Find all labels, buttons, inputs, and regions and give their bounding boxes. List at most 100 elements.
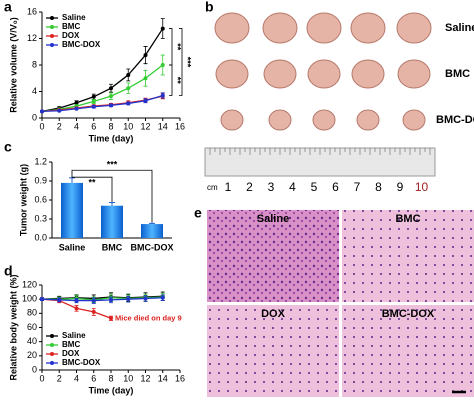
x-axis-label: Time (day): [89, 385, 134, 395]
x-tick-label: 10: [123, 373, 133, 383]
ruler-number: 2: [246, 180, 253, 194]
x-tick-label: 0: [39, 121, 44, 131]
y-axis-label: Tumor weight (g): [18, 164, 28, 236]
tumor: [350, 12, 386, 44]
y-axis-label: Relative body weight (%): [8, 274, 18, 380]
series-line: [42, 296, 163, 301]
legend-marker: [50, 25, 54, 29]
point: [91, 104, 96, 109]
point: [143, 53, 148, 58]
legend-label: BMC-DOX: [62, 358, 101, 367]
point: [160, 93, 165, 98]
x-tick-label: 8: [108, 373, 113, 383]
x-tick-label: 10: [123, 121, 133, 131]
x-tick-label: 4: [74, 121, 79, 131]
y-tick-label: 16: [27, 6, 37, 16]
x-tick-label: Saline: [59, 242, 86, 252]
point: [143, 98, 148, 103]
bar: [61, 182, 83, 238]
x-tick-label: 6: [91, 121, 96, 131]
point: [74, 100, 79, 105]
bracket: [71, 176, 113, 202]
legend-marker: [50, 34, 54, 38]
point: [57, 108, 62, 113]
bracket: [169, 64, 173, 96]
point: [40, 297, 44, 302]
panel-label: b: [205, 0, 214, 15]
micrograph-label: BMC: [395, 213, 420, 225]
x-tick-label: 2: [57, 121, 62, 131]
row-label: BMC: [445, 68, 470, 80]
legend-marker: [50, 16, 54, 20]
series-line: [41, 295, 163, 300]
y-tick-label: 8: [32, 59, 37, 69]
tumor: [214, 12, 250, 44]
ruler-number: 4: [289, 180, 296, 194]
panel-label: a: [4, 0, 12, 15]
ruler-number: 6: [332, 180, 339, 194]
point: [57, 297, 62, 302]
legend-label: Saline: [62, 13, 86, 22]
tumor: [306, 12, 342, 44]
legend-marker: [50, 352, 54, 356]
point: [74, 298, 79, 303]
x-tick-label: 4: [74, 373, 79, 383]
point: [109, 297, 113, 302]
x-tick-label: 8: [108, 121, 113, 131]
point: [126, 101, 131, 106]
series-line: [41, 64, 164, 113]
point: [40, 109, 44, 114]
point: [143, 76, 148, 81]
y-tick-label: 0.0: [34, 232, 47, 242]
ruler-number: 3: [268, 180, 275, 194]
point: [160, 63, 165, 67]
y-tick-label: 0: [32, 112, 37, 122]
y-tick-label: 12: [27, 33, 37, 43]
y-tick-label: 0.9: [34, 175, 47, 185]
point: [91, 94, 96, 99]
y-tick-label: 20: [27, 350, 37, 360]
legend-label: BMC-DOX: [62, 40, 101, 49]
x-tick-label: 16: [175, 373, 185, 383]
legend-marker: [50, 343, 54, 347]
micrograph: [207, 305, 339, 397]
micrograph: [342, 210, 474, 302]
tumor: [397, 59, 431, 89]
point: [126, 297, 131, 302]
point: [109, 103, 113, 108]
annotation: Mice died on day 9: [115, 313, 182, 322]
tumor: [215, 59, 249, 89]
point: [91, 298, 96, 303]
x-tick-label: 0: [39, 373, 44, 383]
row-label: BMC-DOX: [436, 114, 474, 126]
point: [109, 86, 113, 91]
point: [143, 296, 148, 301]
point: [160, 295, 165, 300]
ruler-number: 1: [225, 180, 232, 194]
x-axis-label: Time (day): [89, 133, 134, 143]
x-tick-label: 14: [158, 373, 168, 383]
panel-label: e: [194, 205, 202, 221]
point: [91, 309, 96, 314]
micrograph-label: Saline: [257, 213, 289, 225]
legend-label: DOX: [62, 349, 80, 358]
series-line: [41, 297, 163, 302]
point: [91, 99, 96, 104]
micrograph: [342, 305, 474, 397]
y-tick-label: 60: [27, 322, 37, 332]
x-tick-label: BMC: [102, 242, 123, 252]
panel-label: d: [4, 263, 13, 279]
legend-marker: [50, 334, 54, 338]
tumor: [263, 59, 297, 89]
significance: **: [173, 43, 183, 51]
tumor: [402, 109, 426, 131]
y-tick-label: 1.2: [34, 156, 47, 166]
y-tick-label: 0.3: [34, 213, 47, 223]
micrograph-label: DOX: [261, 308, 286, 320]
tumor: [351, 59, 385, 89]
y-axis-label: Relative volume (V/V₀): [8, 17, 18, 113]
legend-label: BMC: [62, 22, 80, 31]
x-tick-label: 12: [140, 121, 150, 131]
tumor: [262, 12, 298, 44]
